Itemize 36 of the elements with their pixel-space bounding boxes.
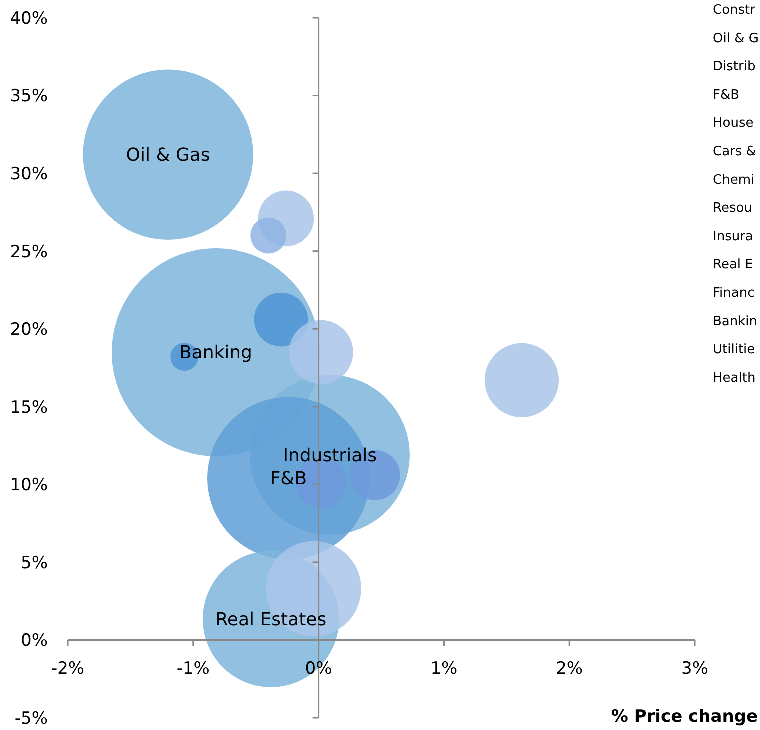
annotation: F&B: [270, 468, 308, 490]
text: Utilitie: [713, 342, 756, 358]
x-tick-label: 2%: [556, 659, 584, 680]
annotation: Banking: [179, 342, 252, 364]
text: Insura: [713, 229, 754, 244]
y-tick-label: 20%: [10, 320, 48, 340]
x-tick-label: 1%: [430, 659, 458, 680]
y-tick-label: 30%: [10, 164, 48, 185]
text: Bankin: [713, 314, 758, 330]
y-tick-label: 35%: [10, 86, 48, 107]
annotation: Oil & Gas: [126, 145, 210, 166]
x-tick-label: 3%: [682, 659, 708, 680]
text: Real E: [713, 258, 754, 273]
y-tick-label: 0%: [21, 631, 48, 652]
x-tick-label: 0%: [305, 659, 332, 680]
text: Cars &: [713, 144, 756, 160]
x-axis-title: % Price change: [611, 707, 758, 727]
y-tick-label: 40%: [10, 8, 48, 29]
x-tick-label: -1%: [176, 659, 210, 680]
text: F&B: [713, 88, 740, 103]
y-tick-label: 25%: [10, 242, 48, 262]
text: Distrib: [713, 60, 756, 75]
x-tick-label: -2%: [51, 659, 85, 680]
text: Resou: [713, 201, 752, 216]
text: Oil & G: [713, 31, 759, 46]
annotation: Real Estates: [216, 610, 327, 631]
text: House: [713, 116, 754, 132]
y-tick-label: 10%: [10, 476, 48, 496]
y-tick-label: -5%: [14, 708, 48, 729]
y-tick-label: 5%: [21, 553, 48, 574]
annotation: Industrials: [283, 445, 377, 466]
y-tick-label: 15%: [10, 398, 48, 418]
text: Chemi: [713, 172, 755, 188]
text: Financ: [713, 286, 755, 301]
text: Constr: [713, 3, 756, 18]
text: Health: [713, 370, 756, 386]
